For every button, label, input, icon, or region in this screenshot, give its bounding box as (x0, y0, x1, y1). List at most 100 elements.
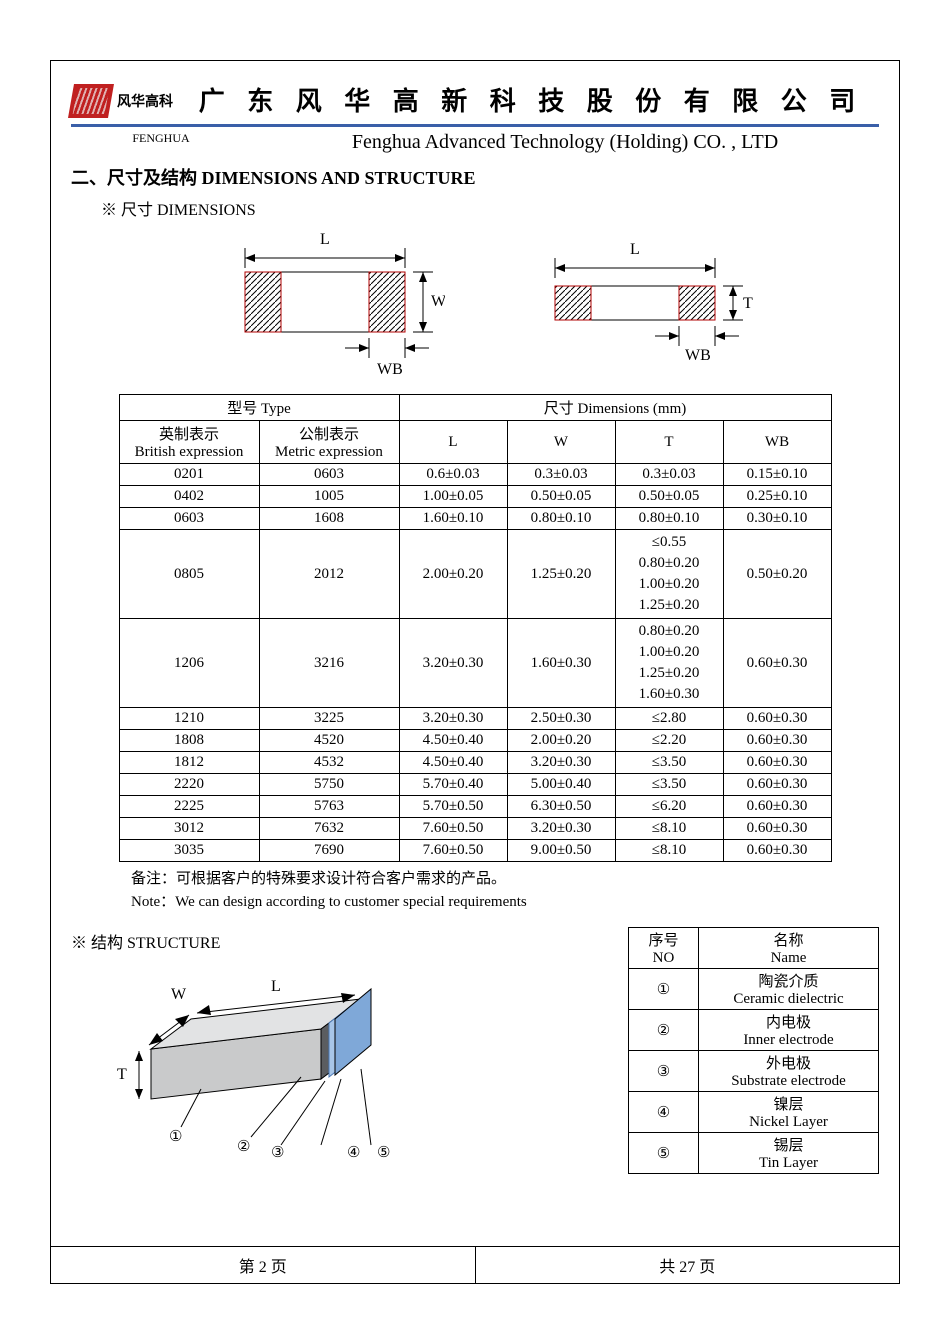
table-cell: 0.80±0.201.00±0.201.25±0.201.60±0.30 (615, 619, 723, 708)
table-row: 181245324.50±0.403.20±0.30≤3.500.60±0.30 (119, 752, 831, 774)
table-row: 121032253.20±0.302.50±0.30≤2.800.60±0.30 (119, 708, 831, 730)
table-cell: 0.60±0.30 (723, 708, 831, 730)
table-cell: 5750 (259, 774, 399, 796)
table-row: ③外电极Substrate electrode (629, 1051, 879, 1092)
table-cell: 6.30±0.50 (507, 796, 615, 818)
table-row: ④镍层Nickel Layer (629, 1092, 879, 1133)
lbl-W: W (431, 293, 445, 310)
struct-no: ④ (629, 1092, 699, 1133)
table-cell: 1.60±0.30 (507, 619, 615, 708)
table-cell: 2.50±0.30 (507, 708, 615, 730)
table-cell: 0.3±0.03 (507, 464, 615, 486)
table-cell: 0603 (119, 508, 259, 530)
logo-box: 风华高科 (71, 84, 173, 118)
table-row: 040210051.00±0.050.50±0.050.50±0.050.25±… (119, 486, 831, 508)
table-cell: 3225 (259, 708, 399, 730)
table-cell: 0805 (119, 530, 259, 619)
struct-name: 陶瓷介质Ceramic dielectric (699, 969, 879, 1010)
sd-L: L (271, 978, 281, 995)
table-cell: 0.80±0.10 (615, 508, 723, 530)
table-cell: 1808 (119, 730, 259, 752)
hdr-british: 英制表示 British expression (119, 421, 259, 464)
hdr-metric-cn: 公制表示 (266, 423, 393, 444)
table-cell: 1.60±0.10 (399, 508, 507, 530)
struct-no: ① (629, 969, 699, 1010)
table-cell: 3035 (119, 840, 259, 862)
table-cell: 0.6±0.03 (399, 464, 507, 486)
table-row: 301276327.60±0.503.20±0.30≤8.100.60±0.30 (119, 818, 831, 840)
table-cell: 4520 (259, 730, 399, 752)
table-cell: ≤8.10 (615, 818, 723, 840)
table-cell: 0.50±0.20 (723, 530, 831, 619)
table-cell: 0.60±0.30 (723, 796, 831, 818)
struct-no: ③ (629, 1051, 699, 1092)
structure-diagram: W L T ① (71, 959, 431, 1159)
table-cell: 0.80±0.10 (507, 508, 615, 530)
table-cell: 1812 (119, 752, 259, 774)
table-cell: 2012 (259, 530, 399, 619)
table-cell: 5.70±0.40 (399, 774, 507, 796)
table-cell: ≤0.550.80±0.201.00±0.201.25±0.20 (615, 530, 723, 619)
table-cell: 0.50±0.05 (507, 486, 615, 508)
table-cell: 0402 (119, 486, 259, 508)
table-cell: 7.60±0.50 (399, 840, 507, 862)
logo-icon (68, 84, 114, 118)
table-cell: ≤8.10 (615, 840, 723, 862)
st-hdr-name-en: Name (709, 950, 868, 967)
table-cell: 3.20±0.30 (399, 708, 507, 730)
table-row: 060316081.60±0.100.80±0.100.80±0.100.30±… (119, 508, 831, 530)
structure-row: ※ 结构 STRUCTURE W L (71, 923, 879, 1174)
table-row: 222057505.70±0.405.00±0.40≤3.500.60±0.30 (119, 774, 831, 796)
lbl-T: T (743, 295, 753, 312)
col-WB: WB (723, 421, 831, 464)
table-cell: 5763 (259, 796, 399, 818)
table-cell: 0.50±0.05 (615, 486, 723, 508)
sd-W: W (171, 986, 187, 1003)
hdr-type: 型号 Type (119, 395, 399, 421)
dimensions-label: ※ 尺寸 DIMENSIONS (101, 196, 879, 220)
table-row: 120632163.20±0.301.60±0.300.80±0.201.00±… (119, 619, 831, 708)
table-cell: 7632 (259, 818, 399, 840)
table-row: 180845204.50±0.402.00±0.20≤2.200.60±0.30 (119, 730, 831, 752)
company-title-cn: 广 东 风 华 高 新 科 技 股 份 有 限 公 司 (183, 81, 879, 118)
struct-no: ② (629, 1010, 699, 1051)
fenghua-small: FENGHUA (71, 131, 251, 154)
hdr-dims: 尺寸 Dimensions (mm) (399, 395, 831, 421)
hdr-british-cn: 英制表示 (126, 423, 253, 444)
hdr-british-en: British expression (126, 444, 253, 461)
st-hdr-name: 名称 Name (699, 928, 879, 969)
page-total: 共 27 页 (476, 1246, 900, 1283)
notes: 备注：可根据客户的特殊要求设计符合客户需求的产品。 Note：We can de… (131, 868, 879, 913)
sd-T: T (117, 1066, 127, 1083)
table-cell: 4.50±0.40 (399, 752, 507, 774)
table-cell: 0.15±0.10 (723, 464, 831, 486)
table-row: ②内电极Inner electrode (629, 1010, 879, 1051)
table-cell: 0.30±0.10 (723, 508, 831, 530)
hdr-metric-en: Metric expression (266, 444, 393, 461)
struct-name: 内电极Inner electrode (699, 1010, 879, 1051)
table-cell: 0.60±0.30 (723, 840, 831, 862)
table-row: ⑤锡层Tin Layer (629, 1133, 879, 1174)
footer: 第 2 页 共 27 页 (51, 1246, 899, 1283)
dimension-diagrams: L W WB (71, 230, 879, 380)
table-cell: 5.00±0.40 (507, 774, 615, 796)
structure-left: ※ 结构 STRUCTURE W L (71, 923, 588, 1174)
table-cell: 4.50±0.40 (399, 730, 507, 752)
table-cell: 3.20±0.30 (399, 619, 507, 708)
header-row: 风华高科 广 东 风 华 高 新 科 技 股 份 有 限 公 司 (71, 81, 879, 127)
sd-3: ③ (271, 1145, 284, 1159)
sd-5: ⑤ (377, 1145, 390, 1159)
table-cell: 0.60±0.30 (723, 774, 831, 796)
table-cell: 1005 (259, 486, 399, 508)
struct-name: 锡层Tin Layer (699, 1133, 879, 1174)
table-row: 020106030.6±0.030.3±0.030.3±0.030.15±0.1… (119, 464, 831, 486)
table-cell: 3216 (259, 619, 399, 708)
lbl-WB1: WB (377, 361, 403, 378)
table-cell: 0603 (259, 464, 399, 486)
table-cell: 2220 (119, 774, 259, 796)
table-cell: 1210 (119, 708, 259, 730)
table-cell: 0201 (119, 464, 259, 486)
dimensions-table: 型号 Type 尺寸 Dimensions (mm) 英制表示 British … (119, 394, 832, 862)
structure-label: ※ 结构 STRUCTURE (71, 929, 588, 953)
table-cell: 0.60±0.30 (723, 619, 831, 708)
